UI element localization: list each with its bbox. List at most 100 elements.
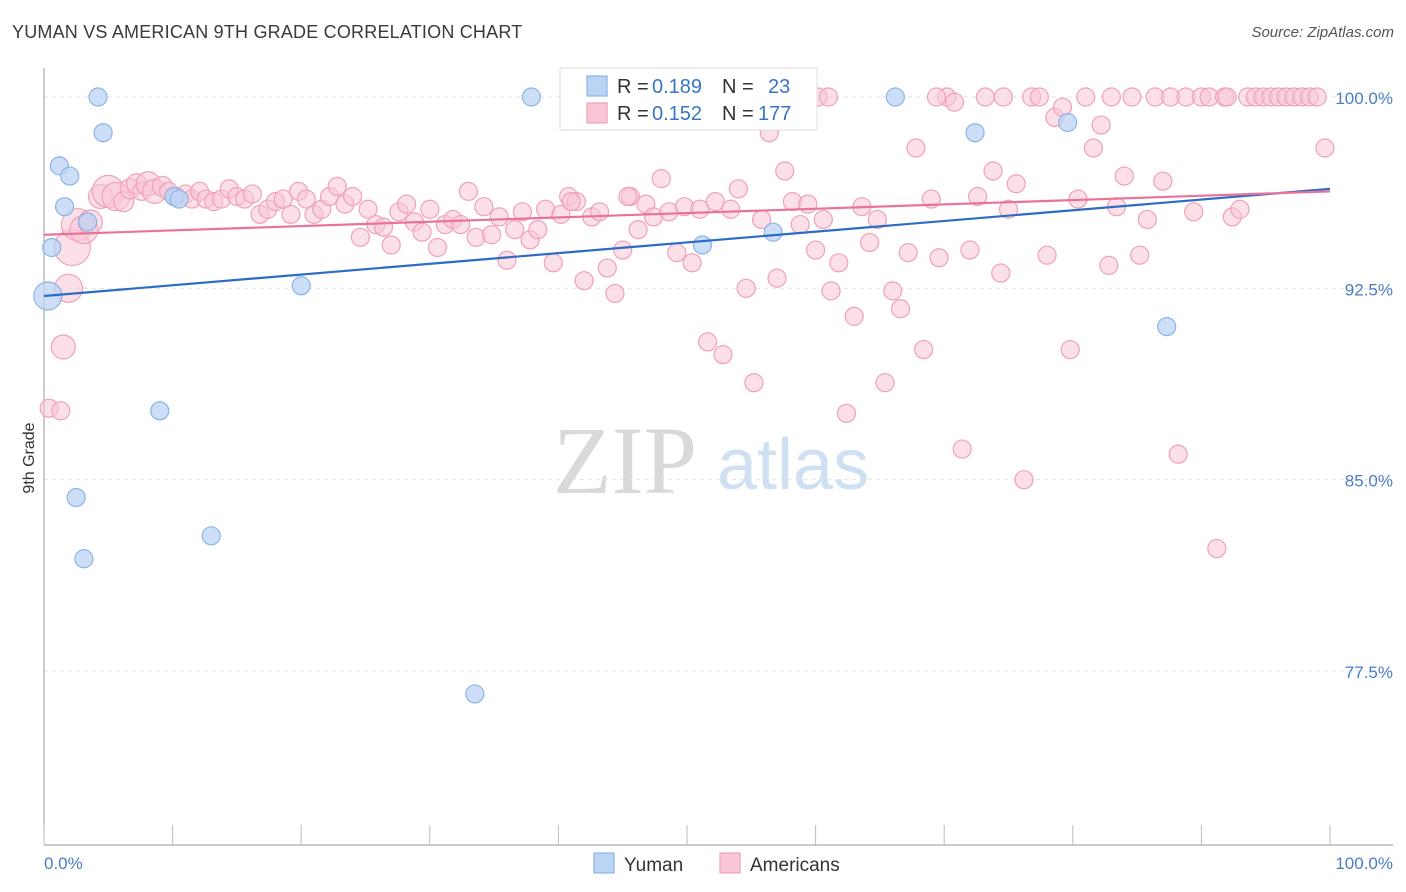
point-americans-59 [474, 197, 494, 217]
trendlines [43, 187, 1331, 298]
point-americans-56 [451, 214, 471, 235]
point-americans-51 [412, 222, 432, 242]
point-yuman-15 [465, 684, 485, 704]
bottom-legend-label-americans: Americans [750, 855, 840, 876]
point-americans-88 [697, 332, 718, 352]
point-americans-100 [790, 214, 810, 235]
legend-n-label-yuman: N = [722, 76, 754, 98]
point-americans-137 [1076, 87, 1096, 107]
point-yuman-21 [1058, 112, 1078, 133]
point-americans-46 [373, 217, 394, 237]
point-americans-145 [1137, 209, 1157, 230]
point-americans-174 [1217, 87, 1237, 107]
point-yuman-4 [60, 166, 80, 186]
point-americans-72 [574, 271, 594, 291]
point-americans-114 [898, 243, 918, 263]
point-americans-115 [906, 138, 926, 158]
point-yuman-3 [54, 197, 75, 217]
point-yuman-8 [88, 87, 108, 107]
point-americans-69 [551, 204, 571, 224]
point-americans-104 [821, 281, 841, 301]
point-americans-139 [1091, 115, 1111, 135]
point-americans-49 [397, 194, 417, 214]
point-americans-171 [926, 87, 947, 107]
point-americans-40 [327, 176, 347, 196]
point-yuman-20 [965, 123, 985, 143]
point-americans-77 [613, 240, 633, 260]
x-ticks [43, 825, 1331, 845]
legend-r-label-americans: R = [617, 103, 649, 125]
watermark-zip: ZIP [553, 407, 697, 514]
point-americans-63 [505, 220, 525, 240]
point-yuman-12 [169, 189, 189, 209]
point-yuman-18 [763, 222, 783, 242]
point-yuman-10 [150, 401, 170, 421]
point-yuman-19 [885, 87, 905, 107]
point-americans-132 [1037, 245, 1057, 265]
point-americans-172 [993, 87, 1013, 107]
point-americans-127 [998, 199, 1019, 219]
point-americans-170 [818, 87, 839, 107]
point-yuman-14 [291, 276, 311, 296]
trendline-yuman [43, 187, 1331, 298]
y-tick-label-1: 92.5% [1345, 280, 1393, 299]
legend-r-value-yuman: 0.189 [652, 76, 702, 98]
legend-n-label-americans: N = [722, 103, 754, 125]
point-yuman-22 [1157, 317, 1177, 337]
point-yuman-16 [521, 87, 541, 107]
point-americans-149 [1168, 444, 1188, 464]
point-americans-116 [914, 339, 934, 360]
point-americans-94 [744, 373, 764, 393]
point-americans-126 [991, 263, 1011, 283]
point-americans-121 [952, 439, 972, 459]
point-americans-117 [921, 189, 941, 209]
point-americans-42 [343, 186, 363, 207]
legend-n-value-yuman: 23 [768, 76, 790, 98]
point-americans-64 [512, 202, 532, 222]
point-americans-90 [713, 345, 733, 365]
point-yuman-7 [78, 212, 98, 232]
point-americans-103 [813, 209, 833, 230]
point-americans-86 [682, 253, 702, 273]
point-americans-131 [1029, 87, 1049, 107]
point-americans-76 [605, 283, 625, 304]
point-americans-120 [944, 92, 965, 112]
point-americans-1 [51, 401, 71, 421]
y-axis-label: 9th Grade [21, 422, 38, 493]
point-americans-36 [296, 189, 316, 209]
point-americans-79 [628, 220, 648, 240]
point-americans-105 [829, 253, 849, 273]
watermark: ZIP atlas [553, 407, 869, 514]
point-americans-2 [50, 334, 76, 360]
point-americans-110 [867, 209, 887, 230]
point-americans-138 [1083, 138, 1103, 158]
point-americans-154 [1207, 538, 1227, 559]
point-americans-157 [1230, 199, 1250, 219]
point-americans-129 [1014, 470, 1034, 490]
point-yuman-17 [692, 235, 713, 255]
y-tick-label-0: 100.0% [1335, 89, 1393, 108]
point-americans-82 [651, 169, 671, 189]
legend-swatch-americans [586, 102, 608, 124]
point-americans-52 [420, 199, 440, 219]
point-americans-47 [381, 235, 401, 255]
point-americans-62 [497, 250, 517, 270]
point-americans-124 [975, 87, 995, 107]
point-americans-68 [543, 253, 563, 273]
point-americans-125 [983, 161, 1003, 181]
axes [43, 68, 1393, 846]
point-yuman-13 [201, 526, 221, 546]
bottom-legend-label-yuman: Yuman [624, 855, 683, 876]
point-americans-57 [458, 181, 478, 201]
point-americans-53 [427, 237, 448, 258]
legend-n-value-americans: 177 [758, 103, 791, 125]
point-americans-101 [798, 194, 818, 214]
point-americans-122 [960, 240, 980, 260]
point-americans-33 [273, 189, 293, 209]
point-yuman-9 [93, 123, 113, 143]
point-americans-113 [890, 299, 911, 319]
point-americans-112 [883, 281, 903, 301]
y-tick-labels: 100.0% 92.5% 85.0% 77.5% [1335, 89, 1393, 682]
point-americans-143 [1122, 87, 1142, 107]
y-tick-label-2: 85.0% [1345, 472, 1393, 491]
